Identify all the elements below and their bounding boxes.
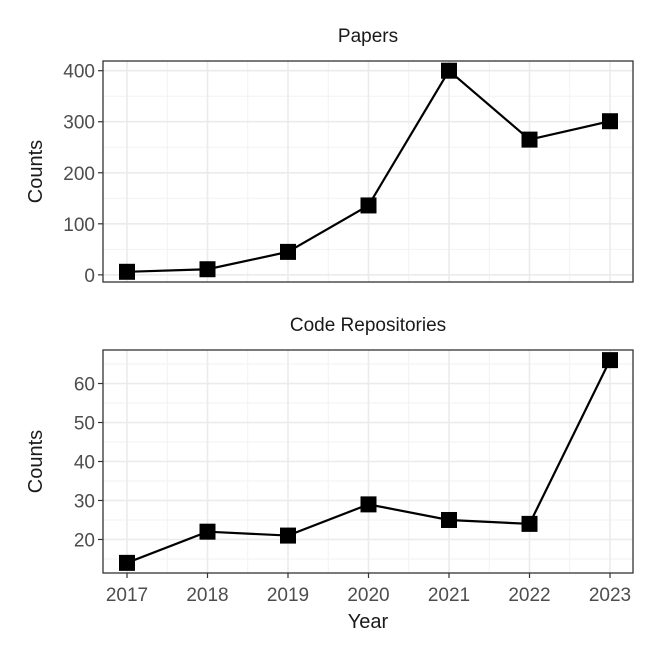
panel-border — [102, 60, 634, 283]
panel-papers: 0 100 200 300 400 Papers Counts — [25, 26, 634, 287]
y-tick-label: 60 — [74, 375, 95, 396]
y-axis-label: Counts — [25, 430, 47, 493]
data-point-marker — [199, 261, 216, 278]
y-axis-label: Counts — [25, 140, 47, 203]
panel-title: Code Repositories — [290, 315, 446, 336]
y-tick-label: 200 — [63, 164, 95, 185]
x-tick-label: 2020 — [347, 585, 389, 606]
x-tick-label: 2021 — [428, 585, 470, 606]
data-point-marker — [360, 496, 377, 513]
y-tick-label: 50 — [74, 414, 95, 435]
y-tick-label: 20 — [74, 530, 95, 551]
y-tick-label: 40 — [74, 453, 95, 474]
y-tick-label: 100 — [63, 215, 95, 236]
y-tick-label: 300 — [63, 113, 95, 134]
x-axis-label: Year — [348, 611, 389, 633]
x-tick-label: 2019 — [267, 585, 309, 606]
data-point-marker — [119, 554, 135, 571]
data-point-marker — [119, 263, 135, 280]
data-point-marker — [280, 527, 296, 544]
data-point-marker — [521, 131, 538, 148]
x-tick-label: 2023 — [589, 585, 631, 606]
data-point-marker — [360, 197, 377, 214]
data-point-marker — [280, 243, 296, 260]
data-point-marker — [602, 113, 618, 130]
x-tick-label: 2018 — [186, 585, 228, 606]
data-point-marker — [521, 515, 538, 532]
x-tick-label: 2022 — [508, 585, 550, 606]
data-point-marker — [441, 511, 457, 528]
y-tick-label: 30 — [74, 491, 95, 512]
y-tick-label: 400 — [63, 62, 95, 83]
data-point-marker — [199, 523, 216, 540]
x-tick-label: 2017 — [106, 585, 148, 606]
data-point-marker — [441, 62, 457, 79]
y-tick-label: 0 — [84, 266, 95, 287]
data-point-marker — [602, 352, 618, 369]
panel-code-repositories: 20 30 40 50 60 2017 2018 2019 2020 2021 2022 2023 Co… — [25, 315, 634, 633]
panel-title: Papers — [338, 26, 398, 47]
